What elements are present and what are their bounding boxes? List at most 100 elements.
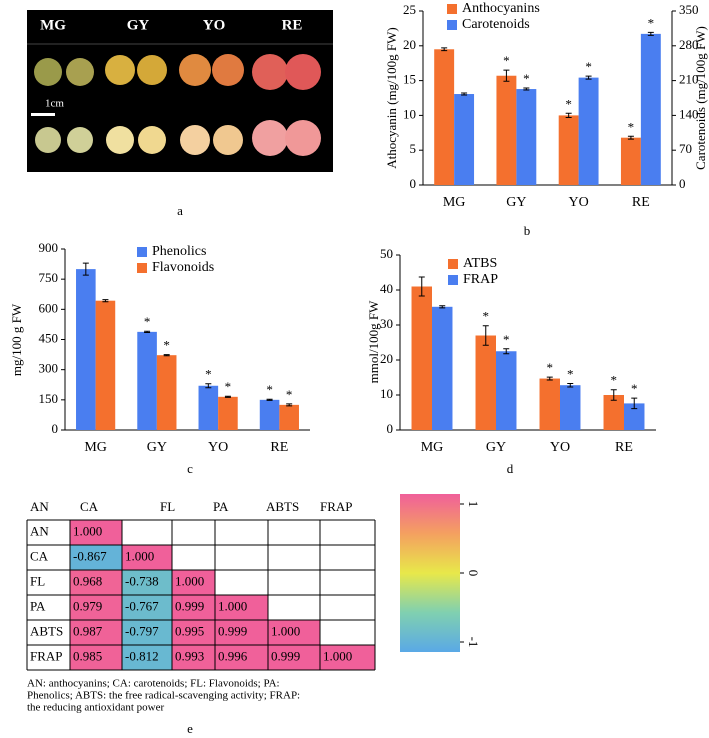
bar xyxy=(95,300,116,430)
column-label: PA xyxy=(213,499,229,514)
cell-label: 0.996 xyxy=(218,648,248,663)
error-bar xyxy=(565,112,572,118)
error-bar xyxy=(441,47,448,52)
panel-caption: e xyxy=(187,721,193,736)
bar xyxy=(516,89,537,185)
row-label: ABTS xyxy=(30,623,63,638)
bar xyxy=(156,355,177,430)
panel-caption: a xyxy=(177,203,183,218)
bar xyxy=(198,385,219,430)
x-tick-label: YO xyxy=(569,195,589,210)
x-tick-label: YO xyxy=(208,440,228,455)
legend-label: Carotenoids xyxy=(462,17,530,32)
bar xyxy=(539,378,560,430)
significance: * xyxy=(611,373,618,388)
bar xyxy=(640,33,661,185)
cell-label: 1.000 xyxy=(73,523,102,538)
error-bar xyxy=(102,299,109,303)
significance: * xyxy=(503,53,510,68)
legend-swatch xyxy=(448,259,458,269)
cell-label: 0.993 xyxy=(175,648,204,663)
x-tick-label: GY xyxy=(506,195,526,210)
cell-label: -0.738 xyxy=(125,573,159,588)
legend-label: Anthocyanins xyxy=(462,1,540,16)
stage-label: GY xyxy=(127,17,150,33)
stage-label: RE xyxy=(282,17,303,33)
bar xyxy=(560,385,581,430)
significance: * xyxy=(547,360,554,375)
heat-cell xyxy=(172,645,215,670)
y-axis-label: Athocyanin (mg/100g FW) xyxy=(384,27,399,169)
error-bar xyxy=(503,69,510,82)
row-label: FRAP xyxy=(30,648,63,663)
y-tick-label: 0 xyxy=(410,176,417,191)
significance: * xyxy=(163,338,170,353)
bar xyxy=(624,403,645,430)
panel-caption: d xyxy=(507,461,514,476)
y2-tick-label: 140 xyxy=(679,106,699,121)
significance: * xyxy=(565,96,572,111)
error-bar xyxy=(461,92,468,96)
significance: * xyxy=(523,71,530,86)
fruits xyxy=(34,54,321,156)
scale-bar xyxy=(31,113,55,116)
heat-cell xyxy=(70,545,122,570)
y-axis-label: mmol/100g FW xyxy=(366,300,381,383)
heat-cell xyxy=(70,620,122,645)
y-tick-label: 15 xyxy=(403,72,416,87)
heat-cell xyxy=(215,595,268,620)
heat-cell xyxy=(122,570,172,595)
heat-cell xyxy=(215,645,268,670)
bar xyxy=(578,77,599,185)
heat-cell xyxy=(122,595,172,620)
significance: * xyxy=(205,367,212,382)
y2-tick-label: 70 xyxy=(679,141,692,156)
y-tick-label: 10 xyxy=(403,106,416,121)
y-tick-label: 150 xyxy=(39,391,59,406)
significance: * xyxy=(483,309,490,324)
heat-cell xyxy=(122,620,172,645)
y2-tick-label: 0 xyxy=(679,176,686,191)
cell-label: -0.767 xyxy=(125,598,159,613)
significance: * xyxy=(567,366,574,381)
bar xyxy=(620,137,641,185)
cell-label: 1.000 xyxy=(218,598,247,613)
legend-label: FRAP xyxy=(463,272,498,287)
stage-label: MG xyxy=(40,17,66,33)
error-bar xyxy=(631,397,638,410)
cell-label: -0.812 xyxy=(125,648,159,663)
cell-label: 1.000 xyxy=(125,548,154,563)
error-bar xyxy=(266,398,273,401)
cell-label: -0.797 xyxy=(125,623,159,638)
y-tick-label: 50 xyxy=(380,246,393,261)
heat-cell xyxy=(70,570,122,595)
y-tick-label: 10 xyxy=(380,386,393,401)
significance: * xyxy=(286,387,293,402)
legend-swatch xyxy=(447,20,457,30)
y2-tick-label: 350 xyxy=(679,2,699,17)
error-bar xyxy=(567,382,574,388)
y-tick-label: 5 xyxy=(410,141,417,156)
significance: * xyxy=(266,382,273,397)
legend-swatch xyxy=(137,247,147,257)
footnote: Phenolics; ABTS: the free radical-scaven… xyxy=(27,690,300,702)
cell-label: 0.999 xyxy=(218,623,247,638)
x-tick-label: RE xyxy=(632,195,650,210)
significance: * xyxy=(648,15,655,30)
cell-label: 0.987 xyxy=(73,623,103,638)
footnote: the reducing antioxidant power xyxy=(27,702,164,714)
y-tick-label: 20 xyxy=(380,351,393,366)
legend-label: ATBS xyxy=(463,256,497,271)
cell-label: 0.968 xyxy=(73,573,102,588)
error-bar xyxy=(647,31,654,36)
y-tick-label: 0 xyxy=(52,421,59,436)
error-bar xyxy=(224,395,231,398)
y2-tick-label: 280 xyxy=(679,37,699,52)
heat-cell xyxy=(70,520,122,545)
y-tick-label: 20 xyxy=(403,37,416,52)
error-bar xyxy=(482,325,489,346)
cell-label: -0.867 xyxy=(73,548,107,563)
row-label: CA xyxy=(30,548,49,563)
colorbar-tick-label: 0 xyxy=(466,570,481,577)
